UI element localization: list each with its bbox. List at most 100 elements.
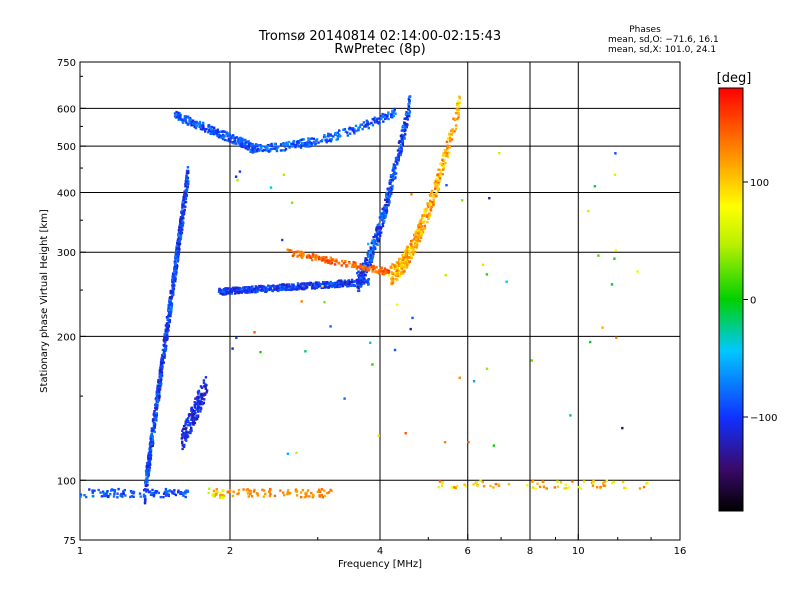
data-point — [498, 151, 501, 155]
data-point — [374, 233, 377, 236]
data-point — [406, 249, 409, 253]
data-point — [146, 480, 149, 483]
data-point — [364, 259, 367, 263]
data-point — [177, 229, 181, 232]
data-point — [176, 113, 180, 116]
data-point — [525, 484, 529, 487]
data-point — [183, 200, 187, 204]
data-point — [212, 489, 216, 493]
data-point — [143, 502, 147, 505]
data-point — [396, 161, 399, 165]
data-point — [212, 495, 215, 498]
data-point — [112, 495, 116, 498]
data-point — [373, 235, 377, 238]
data-point — [148, 490, 151, 494]
data-point — [178, 242, 182, 245]
data-point — [307, 145, 310, 148]
data-point — [293, 251, 296, 254]
data-point — [402, 261, 406, 265]
data-point — [212, 492, 215, 496]
data-point — [334, 131, 337, 135]
data-point — [408, 251, 411, 254]
data-point — [250, 290, 254, 294]
data-point — [236, 179, 239, 182]
data-point — [621, 426, 624, 430]
data-point — [257, 144, 261, 147]
data-point — [346, 131, 349, 134]
data-point — [176, 238, 180, 241]
data-point — [156, 394, 159, 398]
data-point — [383, 220, 386, 223]
data-point — [456, 117, 459, 121]
data-point — [145, 466, 149, 469]
data-point — [144, 488, 147, 492]
data-point — [306, 489, 310, 492]
data-point — [384, 117, 387, 121]
data-point — [176, 252, 179, 256]
data-point — [331, 258, 335, 261]
data-point — [413, 236, 416, 239]
data-point — [370, 259, 373, 262]
data-point — [201, 124, 205, 128]
data-point — [269, 287, 272, 290]
data-point — [167, 325, 171, 328]
data-point — [352, 261, 355, 264]
data-point — [438, 180, 441, 183]
data-point — [385, 193, 388, 196]
data-point — [426, 220, 429, 224]
data-point — [191, 408, 195, 412]
data-point — [325, 256, 328, 259]
data-point — [273, 494, 277, 498]
data-point — [319, 140, 323, 143]
data-point — [263, 145, 267, 149]
data-point — [208, 487, 211, 490]
data-point — [329, 140, 333, 143]
data-point — [160, 378, 163, 381]
data-point — [117, 487, 120, 491]
data-point — [406, 118, 409, 121]
data-point — [274, 145, 277, 149]
data-point — [145, 465, 148, 468]
data-point — [422, 229, 425, 232]
data-point — [160, 371, 164, 375]
data-point — [408, 260, 411, 263]
data-point — [157, 395, 161, 398]
data-point — [168, 320, 171, 324]
data-point — [158, 385, 162, 388]
data-point — [177, 491, 180, 494]
data-point — [481, 263, 485, 266]
data-point — [531, 486, 535, 489]
data-point — [475, 480, 478, 484]
data-point — [396, 149, 400, 152]
data-point — [185, 174, 188, 178]
data-point — [198, 402, 202, 405]
data-point — [166, 333, 169, 336]
data-point — [271, 289, 275, 293]
data-point — [359, 282, 362, 285]
data-point — [264, 492, 267, 496]
data-point — [182, 195, 185, 199]
data-point — [293, 144, 297, 147]
data-point — [393, 263, 396, 267]
data-point — [295, 285, 299, 289]
data-point — [385, 194, 388, 198]
data-point — [407, 105, 410, 108]
data-point — [438, 480, 442, 483]
data-point — [614, 152, 617, 155]
data-point — [380, 226, 383, 229]
data-point — [184, 196, 187, 199]
data-point — [183, 433, 186, 437]
data-point — [373, 267, 376, 270]
data-point — [222, 134, 225, 138]
data-point — [440, 484, 444, 487]
data-point — [176, 248, 179, 252]
data-point — [610, 283, 614, 286]
data-point — [317, 281, 320, 284]
data-point — [391, 272, 394, 275]
data-point — [181, 209, 184, 212]
data-point — [181, 228, 184, 231]
data-point — [642, 485, 646, 489]
data-point — [320, 494, 323, 497]
data-point — [464, 485, 467, 488]
data-point — [363, 279, 366, 282]
